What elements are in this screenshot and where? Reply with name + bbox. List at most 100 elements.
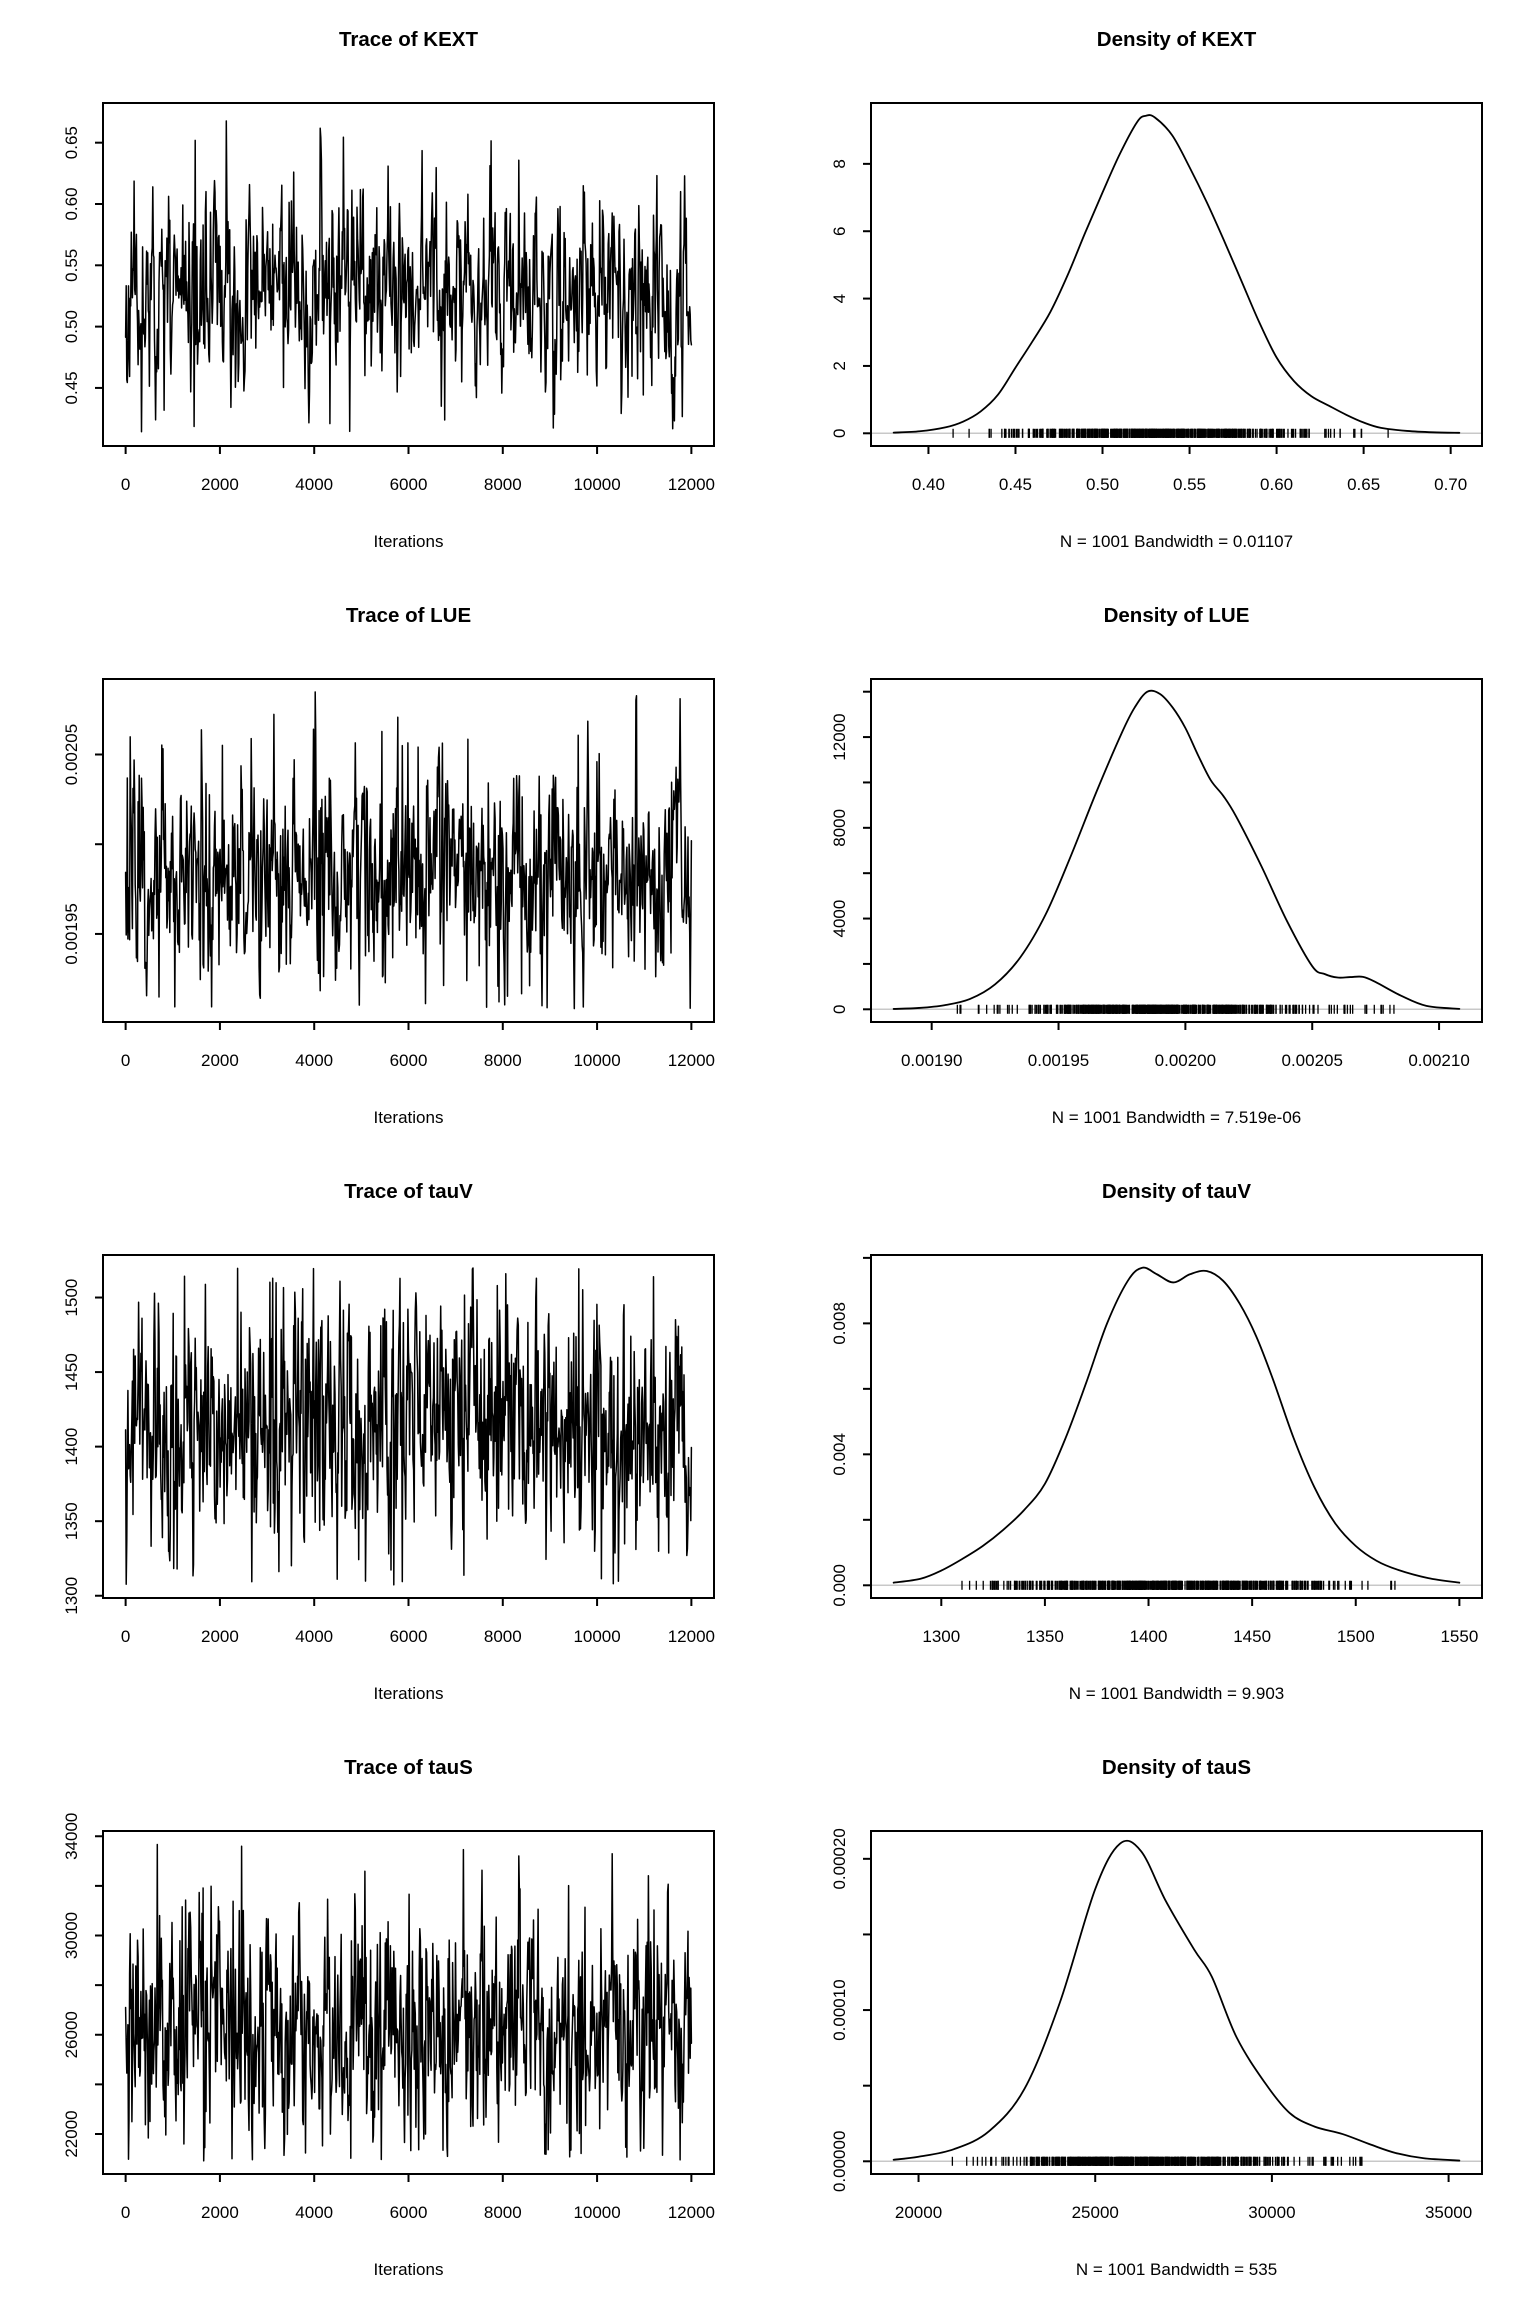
x-axis-tick-label: 12000: [668, 1051, 715, 1070]
x-axis-tick-label: 0.70: [1434, 475, 1467, 494]
x-axis-tick-label: 4000: [295, 2203, 333, 2222]
x-axis-tick-label: 6000: [390, 1051, 428, 1070]
x-axis-tick-label: 1300: [922, 1627, 960, 1646]
density-stats-label: N = 1001 Bandwidth = 0.01107: [1060, 532, 1293, 551]
x-axis-tick-label: 1550: [1440, 1627, 1478, 1646]
x-axis-tick-label: 0: [121, 2203, 130, 2222]
x-axis-tick-label: 12000: [668, 475, 715, 494]
plot-box: [102, 1254, 715, 1599]
panel-title: Trace of tauS: [344, 1756, 473, 1779]
x-axis-label: Iterations: [374, 1108, 444, 1127]
plot-box: [870, 678, 1483, 1023]
trace-line: [124, 120, 693, 433]
y-axis-tick-label: 26000: [62, 2011, 81, 2058]
panel-title: Density of KEXT: [1097, 28, 1257, 51]
x-axis-tick-label: 2000: [201, 2203, 239, 2222]
x-axis-tick-label: 0.55: [1173, 475, 1206, 494]
x-axis-tick-label: 20000: [895, 2203, 942, 2222]
x-axis-tick-label: 0: [121, 475, 130, 494]
x-axis-tick-label: 10000: [573, 1627, 620, 1646]
y-axis-tick-label: 1300: [62, 1577, 81, 1615]
x-axis-tick-label: 10000: [573, 1051, 620, 1070]
plot-box: [870, 102, 1483, 447]
y-axis-tick-label: 0.55: [62, 249, 81, 282]
y-axis-tick-label: 12000: [830, 713, 849, 760]
density-stats-label: N = 1001 Bandwidth = 7.519e-06: [1052, 1108, 1302, 1127]
y-axis-tick-label: 34000: [62, 1813, 81, 1860]
x-axis-tick-label: 2000: [201, 1627, 239, 1646]
density-curve: [892, 1839, 1461, 2162]
x-axis-tick-label: 10000: [573, 2203, 620, 2222]
density-curve: [892, 1266, 1461, 1584]
panel-trace-tauv: Trace of tauV 0 2000 4000 6000 8000 10000 12000…: [62, 1180, 715, 1703]
x-axis-tick-label: 4000: [295, 475, 333, 494]
trace-line: [124, 1267, 693, 1586]
x-axis-tick-label: 8000: [484, 475, 522, 494]
x-axis-tick-label: 4000: [295, 1051, 333, 1070]
x-axis-tick-label: 2000: [201, 475, 239, 494]
panel-title: Trace of tauV: [344, 1180, 473, 1203]
panel-title: Trace of KEXT: [339, 28, 478, 51]
y-axis-tick-label: 0.00195: [62, 903, 81, 964]
panel-title: Density of LUE: [1104, 604, 1250, 627]
y-axis-tick-label: 8: [830, 159, 849, 168]
x-axis-tick-label: 1400: [1130, 1627, 1168, 1646]
y-axis-tick-label: 1350: [62, 1502, 81, 1540]
panel-density-kext: Density of KEXT 0.40 0.45 0.50 0.55 0.60 0.65 0…: [830, 28, 1483, 551]
y-axis-tick-label: 4000: [830, 900, 849, 938]
x-axis-label: Iterations: [374, 532, 444, 551]
x-axis-tick-label: 0: [121, 1627, 130, 1646]
x-axis-tick-label: 1500: [1337, 1627, 1375, 1646]
x-axis-tick-label: 0.50: [1086, 475, 1119, 494]
y-axis-tick-label: 22000: [62, 2110, 81, 2157]
x-axis-tick-label: 0.00195: [1028, 1051, 1089, 1070]
y-axis-tick-label: 1450: [62, 1353, 81, 1391]
y-axis-tick-label: 0.00000: [830, 2131, 849, 2192]
y-axis-tick-label: 0.000: [830, 1564, 849, 1607]
plot-box: [102, 102, 715, 447]
x-axis-label: Iterations: [374, 1684, 444, 1703]
y-axis-tick-label: 0.65: [62, 126, 81, 159]
x-axis-tick-label: 6000: [390, 2203, 428, 2222]
density-stats-label: N = 1001 Bandwidth = 9.903: [1069, 1684, 1285, 1703]
y-axis-tick-label: 0.00020: [830, 1828, 849, 1889]
y-axis-tick-label: 0.00010: [830, 1979, 849, 2040]
panel-trace-kext: Trace of KEXT 0 2000 4000 6000 8000 10000 12000…: [62, 28, 715, 551]
x-axis-tick-label: 8000: [484, 1051, 522, 1070]
y-axis-tick-label: 6: [830, 226, 849, 235]
panel-title: Trace of LUE: [346, 604, 471, 627]
x-axis-tick-label: 12000: [668, 1627, 715, 1646]
density-curve: [892, 114, 1461, 434]
x-axis-tick-label: 25000: [1072, 2203, 1119, 2222]
plot-box: [102, 1830, 715, 2175]
y-axis-tick-label: 0.008: [830, 1302, 849, 1345]
y-axis-tick-label: 30000: [62, 1912, 81, 1959]
x-axis-tick-label: 0.65: [1347, 475, 1380, 494]
y-axis-tick-label: 0.004: [830, 1433, 849, 1476]
y-axis-tick-label: 0: [830, 1005, 849, 1014]
x-axis-tick-label: 8000: [484, 2203, 522, 2222]
x-axis-tick-label: 2000: [201, 1051, 239, 1070]
y-axis-tick-label: 0.50: [62, 310, 81, 343]
density-stats-label: N = 1001 Bandwidth = 535: [1076, 2260, 1277, 2279]
y-axis-tick-label: 0.60: [62, 187, 81, 220]
panel-trace-taus: Trace of tauS 0 2000 4000 6000 8000 10000 12000…: [62, 1756, 715, 2279]
x-axis-tick-label: 6000: [390, 475, 428, 494]
x-axis-tick-label: 0.00190: [901, 1051, 962, 1070]
x-axis-tick-label: 1450: [1233, 1627, 1271, 1646]
trace-line: [124, 1843, 693, 2162]
x-axis-tick-label: 8000: [484, 1627, 522, 1646]
x-axis-tick-label: 0.60: [1260, 475, 1293, 494]
x-axis-tick-label: 1350: [1026, 1627, 1064, 1646]
x-axis-tick-label: 12000: [668, 2203, 715, 2222]
panel-title: Density of tauV: [1102, 1180, 1252, 1203]
y-axis-tick-label: 8000: [830, 809, 849, 847]
y-axis-tick-label: 1500: [62, 1279, 81, 1317]
x-axis-tick-label: 0.45: [999, 475, 1032, 494]
panel-density-tauv: Density of tauV 1300 1350 1400 1450 1500 1550 0…: [830, 1180, 1483, 1703]
y-axis-tick-label: 0: [830, 429, 849, 438]
y-axis-tick-label: 0.45: [62, 371, 81, 404]
x-axis-tick-label: 6000: [390, 1627, 428, 1646]
y-axis-tick-label: 2: [830, 361, 849, 370]
